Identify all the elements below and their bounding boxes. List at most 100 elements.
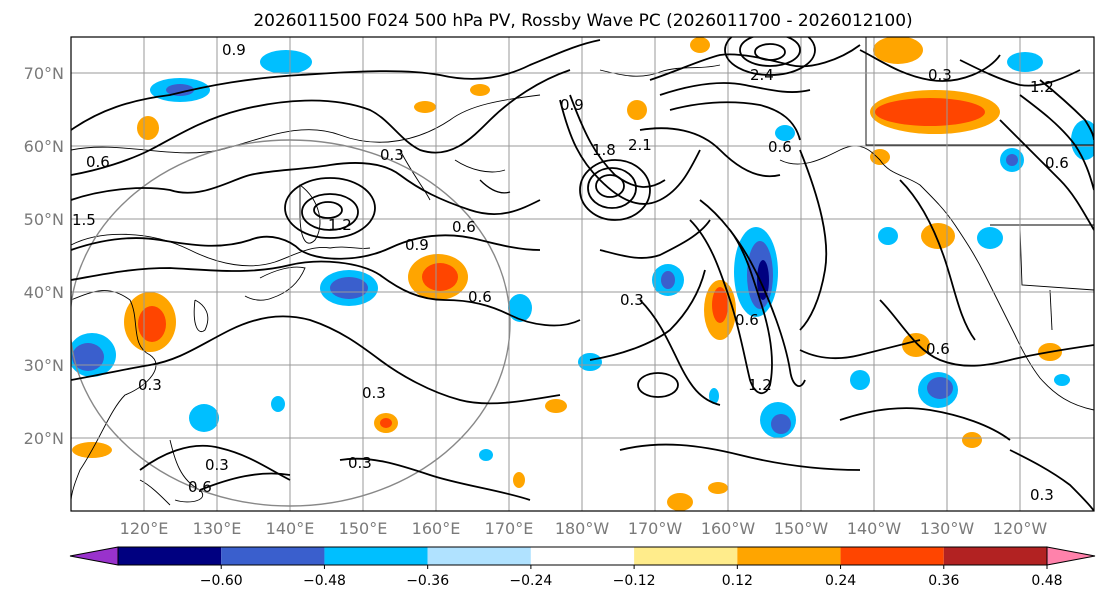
colorbar-segment xyxy=(324,547,428,565)
lon-label: 160°W xyxy=(701,519,756,538)
contour-label: 1.2 xyxy=(748,376,772,394)
positive-anomaly xyxy=(875,98,985,126)
negative-anomaly xyxy=(775,125,795,141)
contour-label: 0.3 xyxy=(928,66,952,84)
colorbar-tick-label: −0.24 xyxy=(509,573,552,589)
contour-label: 0.9 xyxy=(560,96,584,114)
colorbar-segment xyxy=(221,547,325,565)
contour-label: 0.6 xyxy=(926,340,950,358)
contour-label: 0.3 xyxy=(362,384,386,402)
contour-label: 0.6 xyxy=(1045,154,1069,172)
map-frame xyxy=(70,36,1095,512)
positive-anomaly xyxy=(873,37,923,64)
lat-label: 30°N xyxy=(24,356,64,375)
contour-label: 0.3 xyxy=(348,454,372,472)
radius-circle xyxy=(71,139,511,507)
contour-label: 0.3 xyxy=(1030,486,1054,504)
positive-anomaly xyxy=(414,101,436,113)
lon-label: 150°E xyxy=(339,519,388,538)
contour-label: 1.5 xyxy=(72,211,96,229)
colorbar-segment xyxy=(427,547,531,565)
negative-anomaly xyxy=(479,449,493,461)
colorbar-tick-label: −0.12 xyxy=(613,573,656,589)
contour-label: 2.1 xyxy=(628,136,652,154)
negative-anomaly xyxy=(166,84,194,96)
lon-label: 120°E xyxy=(120,519,169,538)
contour-label: 0.6 xyxy=(768,138,792,156)
negative-anomaly xyxy=(189,404,219,432)
contour-label: 0.3 xyxy=(138,376,162,394)
positive-anomaly xyxy=(627,100,647,120)
contour-label: 1.8 xyxy=(592,141,616,159)
lat-label: 70°N xyxy=(24,64,64,83)
colorbar: −0.60 −0.48 −0.36 −0.24 −0.12 0.12 0.24 0.36 0.4… xyxy=(69,546,1096,589)
colorbar-segment xyxy=(737,547,841,565)
negative-anomaly xyxy=(72,343,104,371)
lon-label: 160°E xyxy=(412,519,461,538)
graticule xyxy=(71,37,1094,511)
negative-anomaly xyxy=(927,377,953,399)
positive-anomaly xyxy=(138,306,166,342)
negative-anomaly xyxy=(271,396,285,412)
colorbar-segment xyxy=(840,547,944,565)
positive-anomaly xyxy=(380,418,392,428)
lon-label: 170°W xyxy=(628,519,683,538)
contour-label: 1.2 xyxy=(1030,78,1054,96)
lat-label: 20°N xyxy=(24,429,64,448)
positive-anomaly xyxy=(902,333,930,357)
contour-label: 2.4 xyxy=(750,66,774,84)
colorbar-tick-label: −0.60 xyxy=(200,573,243,589)
contour-label: 1.2 xyxy=(328,216,352,234)
longitude-labels: 120°E 130°E 140°E 150°E 160°E 170°E 180°… xyxy=(120,519,1048,538)
positive-anomaly xyxy=(422,263,458,291)
contour-label: 0.6 xyxy=(452,218,476,236)
lon-label: 130°W xyxy=(920,519,975,538)
contour-label: 0.9 xyxy=(222,41,246,59)
negative-anomaly xyxy=(260,50,312,74)
positive-anomaly xyxy=(137,116,159,140)
colorbar-tick-label: 0.48 xyxy=(1031,573,1062,589)
contour-label: 0.6 xyxy=(468,288,492,306)
colorbar-tick-label: −0.36 xyxy=(406,573,449,589)
figure-title: 2026011500 F024 500 hPa PV, Rossby Wave … xyxy=(253,11,912,31)
negative-anomaly xyxy=(709,388,719,404)
lon-label: 140°W xyxy=(847,519,902,538)
lon-label: 150°W xyxy=(774,519,829,538)
positive-anomaly xyxy=(962,432,982,448)
colorbar-segment xyxy=(943,547,1047,565)
latitude-labels: 70°N 60°N 50°N 40°N 30°N 20°N xyxy=(24,64,64,448)
negative-anomaly xyxy=(850,370,870,390)
contour-label: 0.3 xyxy=(205,456,229,474)
negative-anomaly xyxy=(771,414,791,434)
positive-anomaly xyxy=(545,399,567,413)
contour-label-group: 0.9 0.6 0.3 1.2 0.6 0.9 0.6 0.3 0.3 0.3 … xyxy=(72,41,1069,504)
lat-label: 50°N xyxy=(24,210,64,229)
positive-anomaly xyxy=(667,493,693,511)
colorbar-segment xyxy=(1046,546,1096,566)
positive-anomaly xyxy=(921,223,955,249)
positive-anomaly xyxy=(513,472,525,488)
colorbar-segment xyxy=(69,546,119,566)
positive-anomaly xyxy=(708,482,728,494)
contour-label: 0.3 xyxy=(380,146,404,164)
lon-label: 120°W xyxy=(993,519,1048,538)
pv-contours xyxy=(71,37,1094,511)
colorbar-frame xyxy=(117,546,1048,566)
colorbar-tick-label: 0.12 xyxy=(722,573,753,589)
lon-label: 130°E xyxy=(193,519,242,538)
negative-anomaly xyxy=(1071,120,1094,160)
contour-label: 0.6 xyxy=(86,153,110,171)
colorbar-segment xyxy=(530,547,635,565)
colorbar-segment xyxy=(118,547,222,565)
colorbar-segment xyxy=(634,547,738,565)
colorbar-tick-label: −0.48 xyxy=(303,573,346,589)
contour-label: 0.9 xyxy=(405,236,429,254)
positive-anomaly xyxy=(712,287,728,323)
negative-anomaly xyxy=(757,260,769,300)
lat-label: 60°N xyxy=(24,137,64,156)
contour-label: 0.6 xyxy=(188,478,212,496)
lat-label: 40°N xyxy=(24,283,64,302)
negative-anomaly xyxy=(508,294,532,322)
negative-anomaly xyxy=(578,353,602,371)
